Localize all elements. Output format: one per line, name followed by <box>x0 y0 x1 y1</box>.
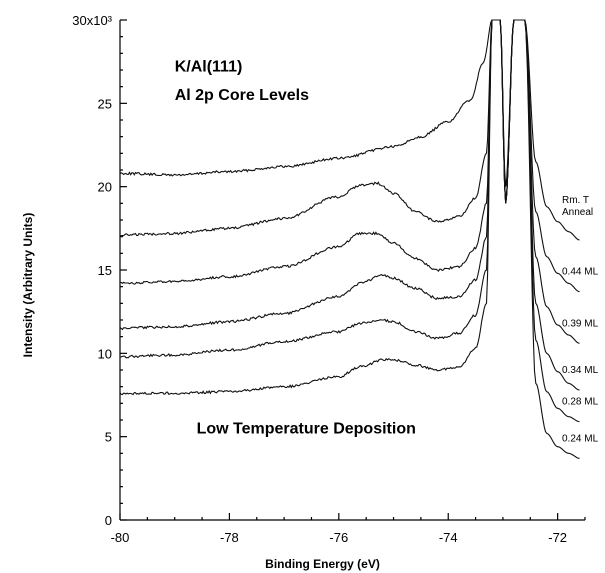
series-label: 0.28 ML <box>562 397 599 408</box>
series-label: Rm. T <box>562 195 589 206</box>
series-label: 0.39 ML <box>562 318 599 329</box>
y-tick-label: 30x10³ <box>72 13 112 28</box>
x-axis-title: Binding Energy (eV) <box>265 557 380 571</box>
series-label: 0.34 ML <box>562 365 599 376</box>
spectrum-trace <box>119 19 580 459</box>
y-tick-label: 0 <box>105 513 112 528</box>
annotation: Low Temperature Deposition <box>197 420 416 437</box>
x-tick-label: -80 <box>111 530 130 545</box>
x-tick-label: -78 <box>220 530 239 545</box>
annotation: Al 2p Core Levels <box>175 87 309 104</box>
y-tick-label: 15 <box>98 263 112 278</box>
x-tick-label: -76 <box>329 530 348 545</box>
y-tick-label: 25 <box>98 96 112 111</box>
series-label: 0.24 ML <box>562 433 599 444</box>
series-label: Anneal <box>562 207 593 218</box>
spectrum-trace <box>119 19 580 241</box>
spectra-traces <box>119 19 580 459</box>
text-labels: Binding Energy (eV) Intensity (Arbitrary … <box>21 59 599 571</box>
y-axis-title: Intensity (Arbitrary Units) <box>21 213 35 358</box>
series-label: 0.44 ML <box>562 267 599 278</box>
y-tick-label: 20 <box>98 180 112 195</box>
annotation: K/Al(111) <box>175 59 243 76</box>
x-tick-label: -74 <box>439 530 458 545</box>
y-tick-label: 5 <box>105 430 112 445</box>
axes: 0 5 10 15 20 25 30x10³ -80 -78 -76 -74 -72 <box>72 13 586 545</box>
x-tick-label: -72 <box>548 530 567 545</box>
y-tick-label: 10 <box>98 346 112 361</box>
